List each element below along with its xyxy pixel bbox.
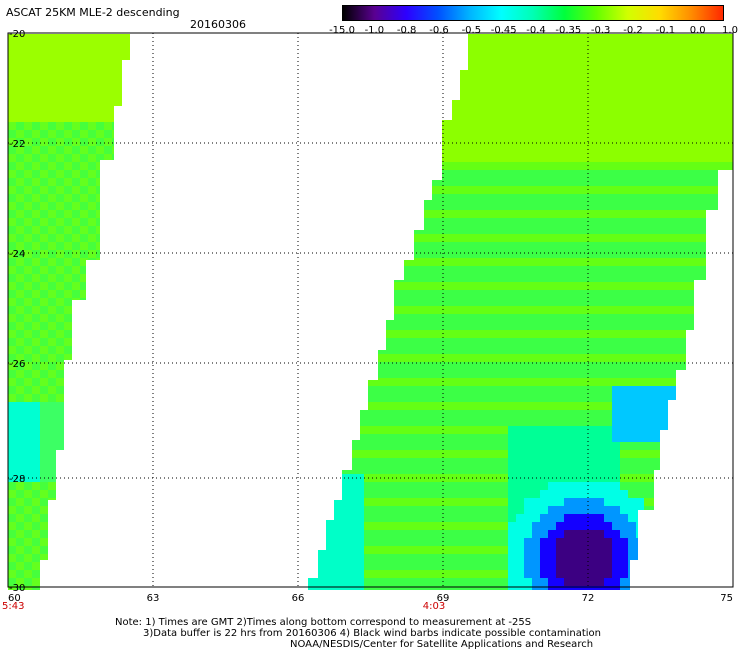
colorbar <box>342 5 724 21</box>
colorbar-tick-label: -15.0 <box>329 25 355 36</box>
note-line-2: 3)Data buffer is 22 hrs from 20160306 4)… <box>143 628 601 639</box>
colorbar-labels: -15.0 -1.0 -0.8 -0.6 -0.5 -0.45 -0.4 -0.35 -0.3 -… <box>329 25 738 37</box>
time-label: 4:03 <box>423 601 445 612</box>
longitude-label: 75 <box>720 593 733 604</box>
right-swath <box>308 34 733 590</box>
map-date: 20160306 <box>190 18 246 31</box>
latitude-label: -26 <box>9 359 25 370</box>
latitude-label: -20 <box>9 29 25 40</box>
longitude-label: 63 <box>147 593 160 604</box>
colorbar-tick-label: -0.5 <box>461 25 482 36</box>
longitude-label: 66 <box>292 593 305 604</box>
colorbar-tick-label: -1.0 <box>364 25 385 36</box>
latitude-label: -30 <box>9 583 25 594</box>
colorbar-tick-label: -0.2 <box>623 25 643 36</box>
longitude-label: 69 <box>437 593 450 604</box>
left-swath <box>8 34 130 590</box>
longitude-label: 60 <box>8 593 21 604</box>
note-line-1: Note: 1) Times are GMT 2)Times along bot… <box>115 617 532 628</box>
latitude-label: -24 <box>9 249 25 260</box>
colorbar-tick-label: -0.35 <box>555 25 582 36</box>
note-line-3: NOAA/NESDIS/Center for Satellite Applica… <box>290 639 594 650</box>
colorbar-tick-label: 0.0 <box>689 25 706 36</box>
colorbar-tick-label: -0.4 <box>526 25 546 36</box>
map-title: ASCAT 25KM MLE-2 descending <box>6 6 180 19</box>
latitude-label: -28 <box>9 474 25 485</box>
colorbar-tick-label: -0.3 <box>590 25 611 36</box>
colorbar-tick-label: -0.1 <box>655 25 676 36</box>
colorbar-tick-label: 1.0 <box>722 25 738 36</box>
colorbar-tick-label: -0.8 <box>396 25 417 36</box>
colorbar-tick-label: -0.45 <box>490 25 517 36</box>
longitude-label: 72 <box>582 593 595 604</box>
latitude-label: -22 <box>9 139 25 150</box>
time-label: 5:43 <box>2 601 24 612</box>
colorbar-tick-label: -0.6 <box>429 25 449 36</box>
